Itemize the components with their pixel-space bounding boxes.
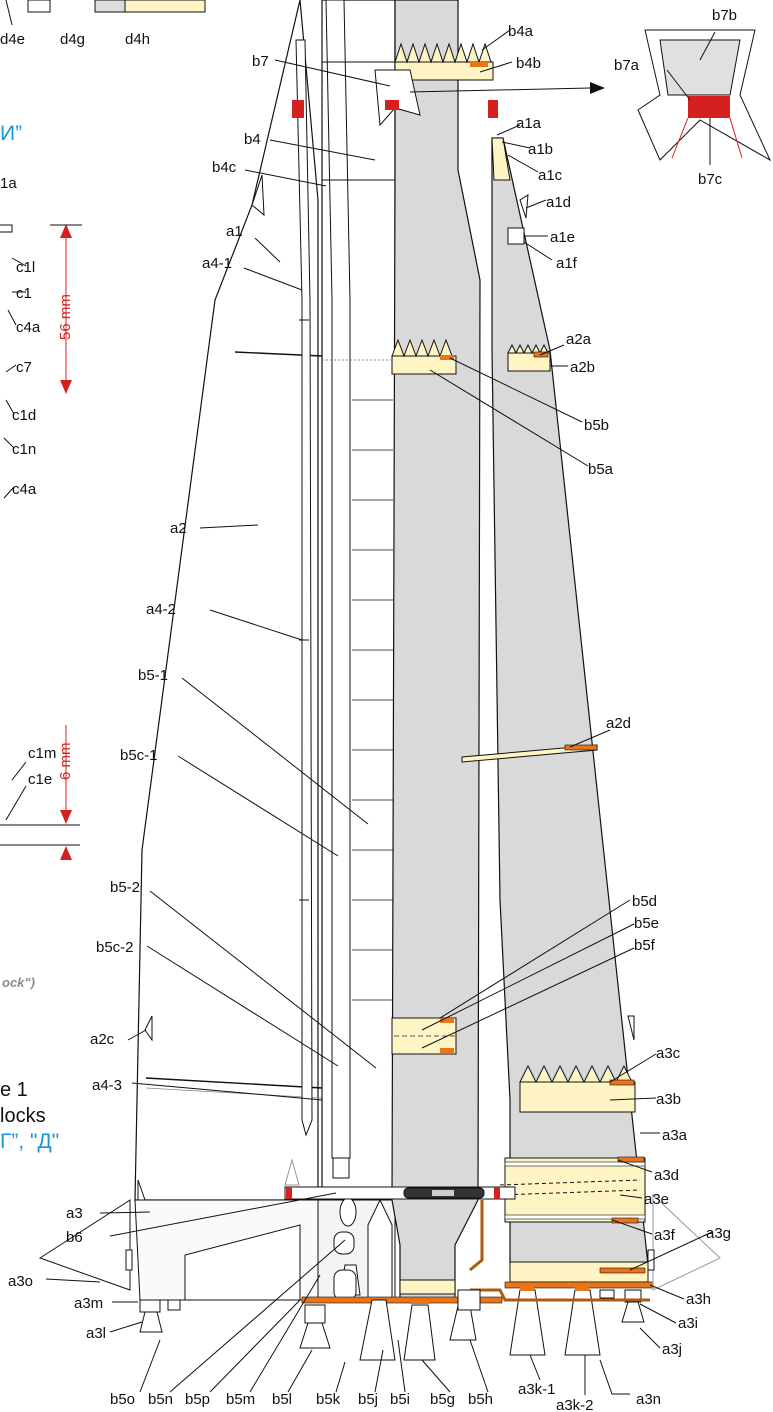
b7-detail bbox=[374, 29, 772, 162]
label-b7c: b7c bbox=[698, 171, 723, 188]
label-b5f: b5f bbox=[634, 937, 656, 954]
label-a3b: a3b bbox=[656, 1091, 681, 1108]
leader-lines bbox=[3, 29, 716, 1395]
label-b5g: b5g bbox=[430, 1391, 455, 1408]
label-a1a: a1a bbox=[516, 115, 542, 132]
label-b4b: b4b bbox=[516, 55, 541, 72]
label-b5h: b5h bbox=[468, 1391, 493, 1408]
label-d4h: d4h bbox=[125, 31, 150, 48]
partial-a1a-label: 1a bbox=[0, 175, 17, 192]
label-b5m: b5m bbox=[226, 1391, 255, 1408]
label-b6: b6 bbox=[66, 1229, 83, 1246]
label-c1e: c1e bbox=[28, 771, 52, 788]
label-b5e: b5e bbox=[634, 915, 659, 932]
cyrillic-gd-label: Г”, "Д" bbox=[0, 1130, 59, 1153]
label-a2a: a2a bbox=[566, 331, 592, 348]
label-b5l: b5l bbox=[272, 1391, 292, 1408]
left-partial-texts: И” 1a e 1 locks Г”, "Д" ock") 56 mm 6 mm bbox=[0, 122, 74, 1153]
label-b5j: b5j bbox=[358, 1391, 378, 1408]
label-a3c: a3c bbox=[656, 1045, 681, 1062]
left-edge-detail bbox=[0, 0, 206, 846]
label-c1m: c1m bbox=[28, 745, 56, 762]
label-b5a: b5a bbox=[588, 461, 614, 478]
label-a3e: a3e bbox=[644, 1191, 669, 1208]
label-c4a-1: c4a bbox=[16, 319, 41, 336]
dimension-56mm bbox=[50, 224, 82, 394]
right-booster bbox=[461, 137, 721, 1356]
label-b5p: b5p bbox=[185, 1391, 210, 1408]
label-a1c: a1c bbox=[538, 167, 563, 184]
label-b7a: b7a bbox=[614, 57, 640, 74]
label-a3k-2: a3k-2 bbox=[556, 1397, 594, 1412]
label-a3g: a3g bbox=[706, 1225, 731, 1242]
label-b4c: b4c bbox=[212, 159, 237, 176]
label-a3a: a3a bbox=[662, 1127, 688, 1144]
label-b5-1: b5-1 bbox=[138, 667, 168, 684]
label-a3d: a3d bbox=[654, 1167, 679, 1184]
label-b5d: b5d bbox=[632, 893, 657, 910]
left-booster bbox=[38, 0, 323, 1333]
label-b7b: b7b bbox=[712, 7, 737, 24]
label-a3: a3 bbox=[66, 1205, 83, 1222]
label-a3i: a3i bbox=[678, 1315, 698, 1332]
label-b4a: b4a bbox=[508, 23, 534, 40]
cyrillic-i-label: И” bbox=[0, 122, 22, 145]
label-a1d: a1d bbox=[546, 194, 571, 211]
central-grey-panel bbox=[391, 0, 481, 1301]
top-cream-bands bbox=[322, 42, 494, 1295]
label-c1l: c1l bbox=[16, 259, 35, 276]
central-core bbox=[317, 0, 396, 1301]
label-b4: b4 bbox=[244, 131, 261, 148]
label-a3m: a3m bbox=[74, 1295, 103, 1312]
dimension-6mm bbox=[60, 725, 72, 860]
label-a3o: a3o bbox=[8, 1273, 33, 1290]
dimension-56mm-label: 56 mm bbox=[57, 294, 74, 340]
label-a3n: a3n bbox=[636, 1391, 661, 1408]
part-labels: d4e d4g d4h b4a b4b b7 b7a b7b b7c a1a a… bbox=[0, 7, 737, 1412]
label-a4-1: a4-1 bbox=[202, 255, 232, 272]
label-b5c-1: b5c-1 bbox=[120, 747, 158, 764]
label-b5o: b5o bbox=[110, 1391, 135, 1408]
label-c1n: c1n bbox=[12, 441, 36, 458]
crossbeam-b6 bbox=[284, 1186, 650, 1302]
label-b5i: b5i bbox=[390, 1391, 410, 1408]
label-a3f: a3f bbox=[654, 1227, 676, 1244]
label-a3j: a3j bbox=[662, 1341, 682, 1358]
label-a3h: a3h bbox=[686, 1291, 711, 1308]
label-b5n: b5n bbox=[148, 1391, 173, 1408]
block-note: ock") bbox=[2, 975, 35, 990]
label-a2: a2 bbox=[170, 520, 187, 537]
label-b5k: b5k bbox=[316, 1391, 341, 1408]
label-b7: b7 bbox=[252, 53, 269, 70]
label-c1: c1 bbox=[16, 285, 32, 302]
label-d4g: d4g bbox=[60, 31, 85, 48]
label-a1e: a1e bbox=[550, 229, 575, 246]
core-nozzles bbox=[299, 1289, 503, 1361]
label-a4-3: a4-3 bbox=[92, 1077, 122, 1094]
label-a4-2: a4-2 bbox=[146, 601, 176, 618]
label-a1b: a1b bbox=[528, 141, 553, 158]
label-d4e: d4e bbox=[0, 31, 25, 48]
label-a1f: a1f bbox=[556, 255, 578, 272]
dimension-6mm-label: 6 mm bbox=[57, 743, 74, 781]
label-a3l: a3l bbox=[86, 1325, 106, 1342]
label-b5-2: b5-2 bbox=[110, 879, 140, 896]
label-a1: a1 bbox=[226, 223, 243, 240]
label-c4a-2: c4a bbox=[12, 481, 37, 498]
label-b5b: b5b bbox=[584, 417, 609, 434]
label-a2c: a2c bbox=[90, 1031, 115, 1048]
label-a2d: a2d bbox=[606, 715, 631, 732]
figure-caption-blocks: locks bbox=[0, 1105, 46, 1127]
label-a3k-1: a3k-1 bbox=[518, 1381, 556, 1398]
label-c1d: c1d bbox=[12, 407, 36, 424]
figure-caption-number: e 1 bbox=[0, 1079, 28, 1101]
label-b5c-2: b5c-2 bbox=[96, 939, 134, 956]
label-c7: c7 bbox=[16, 359, 32, 376]
label-a2b: a2b bbox=[570, 359, 595, 376]
